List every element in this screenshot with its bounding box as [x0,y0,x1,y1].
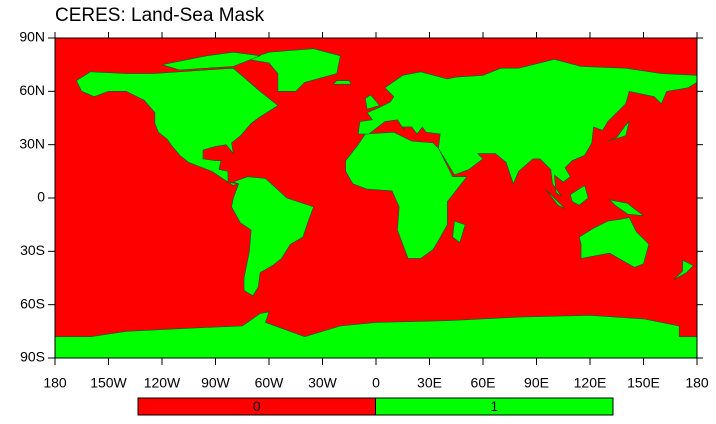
lon-tick-label: 180 [685,375,709,391]
lat-tick-label: 30S [20,242,45,258]
greenland [248,49,341,92]
new-zealand [674,260,694,280]
south-america [232,177,314,296]
iceland [333,81,351,85]
borneo [570,186,588,206]
lon-tick-label: 0 [372,375,380,391]
continents [55,49,697,358]
lon-tick-label: 30W [308,375,338,391]
lon-tick-label: 120W [144,375,181,391]
australia [579,218,649,268]
lon-tick-label: 180 [43,375,67,391]
lon-tick-label: 30E [417,375,442,391]
madagascar [453,221,465,242]
new-guinea [610,200,644,216]
lon-tick-label: 60E [471,375,496,391]
lon-tick-label: 120E [574,375,607,391]
lon-tick-label: 90W [201,375,231,391]
lat-tick-label: 90N [19,29,45,45]
eurasia [358,59,697,196]
britain [365,95,379,109]
lon-tick-label: 150W [90,375,127,391]
lat-tick-label: 60N [19,82,45,98]
africa [346,132,467,258]
sumatra [545,189,565,209]
colorbar-box [375,397,614,416]
north-america [76,68,278,185]
arctic-islands [162,52,260,70]
japan [608,122,629,142]
lat-tick-label: 90S [20,349,45,365]
colorbar-label: 0 [253,398,261,414]
antarctica [55,312,697,358]
map-title: CERES: Land-Sea Mask [55,5,265,26]
lon-tick-label: 60W [255,375,285,391]
lat-tick-label: 60S [20,295,45,311]
colorbar-label: 1 [490,398,498,414]
lat-tick-label: 0 [37,189,45,205]
lon-tick-label: 150E [627,375,660,391]
lon-tick-label: 90E [524,375,549,391]
lat-tick-label: 30N [19,135,45,151]
